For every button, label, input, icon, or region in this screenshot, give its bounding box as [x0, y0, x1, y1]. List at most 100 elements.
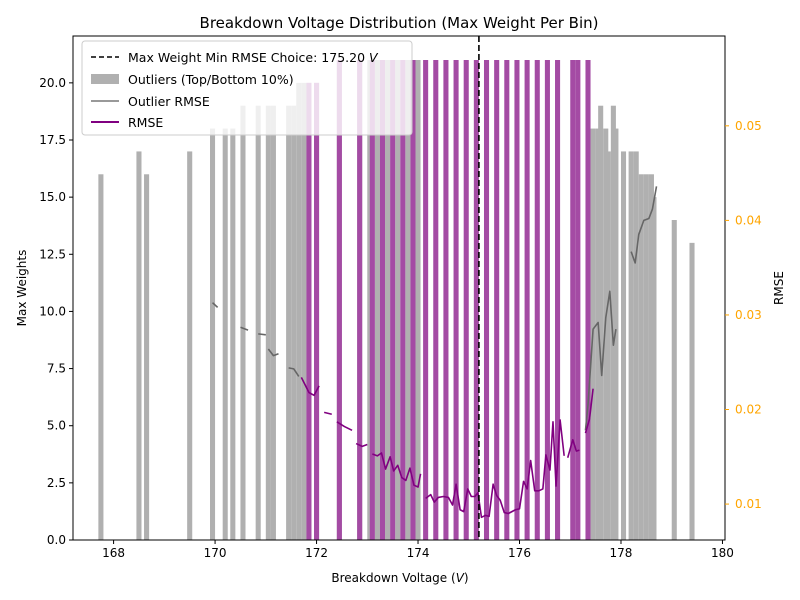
rmse-bin-bar [306, 82, 312, 541]
legend-outliers-swatch [91, 74, 119, 84]
rmse-bin-bar [423, 60, 429, 540]
outlier-bar [405, 60, 411, 540]
legend-choice-label: Max Weight Min RMSE Choice: 175.20 V [128, 50, 379, 65]
y-tick-label: 5.0 [47, 419, 66, 433]
rmse-bin-bar [570, 60, 576, 540]
outlier-bar [671, 220, 677, 540]
outlier-bar [648, 174, 654, 541]
rmse-bin-bar [314, 82, 320, 541]
rmse-bin-bar [410, 60, 416, 540]
outlier-bar [374, 60, 380, 540]
rmse-bin-bar [483, 60, 490, 540]
outlier-bar [136, 151, 142, 540]
y-tick-label: 12.5 [39, 247, 66, 261]
legend-outliers-label: Outliers (Top/Bottom 10%) [128, 72, 294, 87]
rmse-line [566, 438, 580, 458]
axes: 168 170 172 174 176 178 180 0.0 2.5 5.0 7.5 10.0 12.… [39, 35, 762, 560]
x-axis-title-unit: V [456, 571, 465, 585]
outlier-bar [620, 151, 627, 540]
rmse-bin-bar [585, 60, 591, 540]
outlier-bar [255, 105, 261, 541]
y2-tick-label: 0.03 [735, 308, 762, 322]
rmse-bin-bar [400, 60, 406, 540]
rmse-bin-bar [494, 60, 500, 540]
y-tick-label: 20.0 [39, 76, 66, 90]
outlier-bar [301, 82, 307, 541]
rmse-bin-bar [336, 60, 342, 540]
outlier-bar [222, 128, 228, 540]
outlier-bar [689, 242, 695, 541]
rmse-bin-bar [473, 60, 479, 540]
outlier-rmse-line [584, 290, 617, 431]
y-tick-label: 2.5 [47, 476, 66, 490]
rmse-bin-bar [575, 60, 581, 540]
rmse-bin-bar [504, 60, 510, 540]
x-axis-title-close: ) [464, 571, 469, 585]
outlier-bar [291, 105, 297, 541]
y-tick-label: 15.0 [39, 190, 66, 204]
outlier-bar [270, 105, 276, 541]
plot-area [98, 36, 695, 541]
legend-choice-label-unit: V [369, 50, 379, 65]
legend-rmse-label: RMSE [128, 115, 163, 130]
x-axis-title: Breakdown Voltage (V) [331, 571, 468, 585]
legend: Max Weight Min RMSE Choice: 175.20 V Out… [81, 40, 413, 136]
y2-tick-label: 0.05 [735, 119, 762, 133]
y-tick-label: 17.5 [39, 133, 66, 147]
outlier-bar [651, 197, 657, 540]
y-tick-label: 10.0 [39, 304, 66, 318]
rmse-bin-bar [390, 60, 396, 540]
outlier-bar [187, 151, 193, 540]
x-axis-title-text: Breakdown Voltage ( [331, 571, 455, 585]
rmse-line [355, 442, 368, 448]
rmse-bin-bar [463, 60, 469, 540]
outlier-bar [605, 151, 611, 540]
rmse-line [336, 421, 353, 432]
y-axis-title: Max Weights [15, 250, 29, 327]
rmse-bin-bar [524, 60, 530, 540]
y2-tick-label: 0.04 [735, 213, 762, 227]
outlier-rmse-line [630, 186, 658, 264]
outlier-bar [415, 60, 421, 540]
x-tick-label: 170 [204, 546, 227, 560]
y-tick-label: 7.5 [47, 362, 66, 376]
rmse-bin-bar [433, 60, 439, 540]
outlier-rmse-line [258, 333, 266, 336]
y-tick-label: 0.0 [47, 533, 66, 547]
rmse-line [425, 419, 565, 519]
x-tick-label: 168 [102, 546, 125, 560]
legend-outlier-rmse-label: Outlier RMSE [128, 94, 210, 109]
rmse-bin-bar [514, 60, 520, 540]
y2-axis-title: RMSE [772, 271, 786, 305]
y2-tick-label: 0.01 [735, 497, 762, 511]
outlier-bar [144, 174, 150, 541]
x-tick-label: 178 [610, 546, 633, 560]
x-tick-label: 176 [508, 546, 531, 560]
rmse-line [323, 411, 332, 416]
rmse-line [372, 452, 422, 488]
outlier-bar [385, 60, 391, 540]
rmse-bin-bar [369, 60, 375, 540]
outlier-bar [395, 60, 401, 540]
rmse-line [300, 377, 320, 397]
x-tick-label: 172 [305, 546, 328, 560]
legend-frame [81, 40, 413, 136]
chart-title: Breakdown Voltage Distribution (Max Weig… [200, 14, 599, 32]
outlier-bar [296, 82, 302, 541]
y2-tick-label: 0.02 [735, 403, 762, 417]
rmse-bin-bar [555, 60, 561, 540]
rmse-bin-bar [357, 60, 363, 540]
outlier-rmse-line [240, 326, 249, 331]
x-tick-label: 174 [407, 546, 430, 560]
outlier-rmse-line [267, 348, 279, 357]
rmse-bin-bar [544, 60, 550, 540]
outlier-bar [598, 105, 604, 541]
rmse-bin-bar [534, 60, 540, 540]
outlier-bar [265, 105, 271, 541]
outlier-bar [633, 151, 639, 540]
outlier-rmse-line [211, 302, 219, 308]
rmse-line [584, 388, 594, 434]
outlier-bar [638, 174, 644, 541]
outlier-bar [210, 128, 216, 540]
outlier-bar [240, 105, 246, 541]
